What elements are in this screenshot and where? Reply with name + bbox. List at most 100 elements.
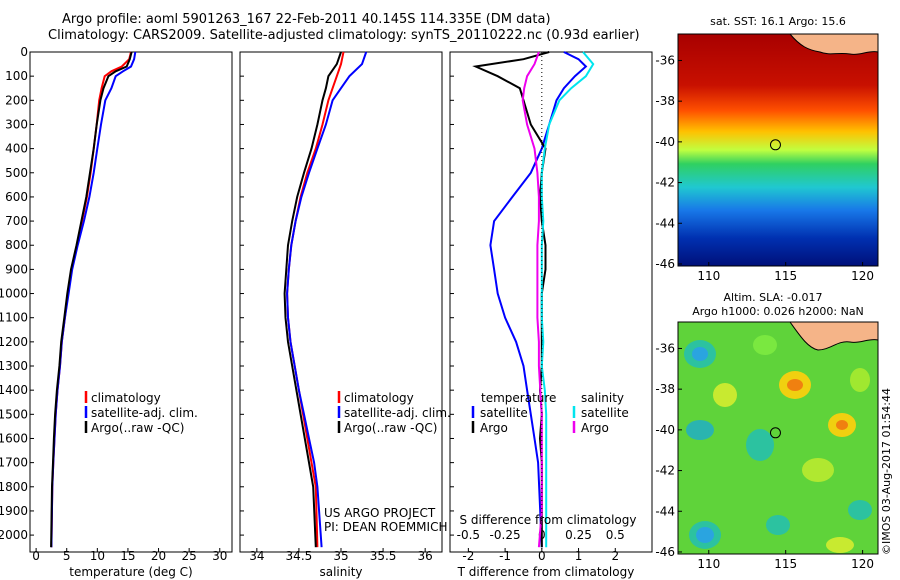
depth-tick-label: 1700	[0, 456, 28, 470]
depth-tick-label: 500	[5, 166, 28, 180]
map-y-tick-label: -36	[655, 53, 675, 67]
sla-patch	[826, 537, 854, 553]
pi-label: PI: DEAN ROEMMICH	[324, 520, 447, 534]
legend-climatology: climatology	[91, 391, 161, 405]
series-satellite-adj	[50, 51, 137, 548]
sst-map-title: sat. SST: 16.1 Argo: 15.6	[710, 15, 846, 28]
depth-tick-label: 1800	[0, 480, 28, 494]
figure-title: Argo profile: aoml 5901263_167 22-Feb-20…	[62, 12, 551, 27]
sla-patch	[692, 347, 708, 361]
project-label: US ARGO PROJECT	[324, 506, 436, 520]
temperature-profiles	[50, 51, 137, 548]
x-tick-label: 15	[120, 549, 135, 563]
sla-patch	[848, 500, 872, 520]
s-difference-tick-label: 0.25	[565, 528, 592, 542]
sla-map-axes: 110 115 120 -36 -38 -40 -42 -44 -46	[655, 341, 874, 571]
map-x-tick-label: 110	[697, 557, 720, 571]
s-difference-axis-label: S difference from climatology	[460, 513, 637, 527]
legend-s-satellite: satellite	[581, 406, 629, 420]
x-tick-label: 10	[90, 549, 105, 563]
series-argo	[50, 51, 133, 548]
sla-patch	[686, 420, 714, 440]
difference-panel	[449, 51, 653, 553]
depth-tick-label: 1100	[0, 311, 28, 325]
x-tick-label: 25	[182, 549, 197, 563]
x-tick-label: 0	[32, 549, 40, 563]
temperature-panel	[29, 51, 233, 553]
s-difference-tick-label: -0.5	[457, 528, 480, 542]
map-y-tick-label: -38	[655, 94, 675, 108]
salinity-legend: climatology satellite-adj. clim. Argo(..…	[324, 391, 451, 534]
series-climatology	[50, 51, 132, 548]
x-tick-label: 20	[151, 549, 166, 563]
temperature-legend: climatology satellite-adj. clim. Argo(..…	[84, 391, 198, 435]
legend-climatology: climatology	[344, 391, 414, 405]
x-tick-label: 34	[249, 549, 264, 563]
legend-salinity-heading: salinity	[581, 391, 624, 405]
depth-tick-label: 100	[5, 69, 28, 83]
sst-map: sat. SST: 16.1 Argo: 15.6 110 115 120 -36 -3…	[655, 15, 879, 283]
sla-patch	[850, 368, 870, 392]
salinity-axis-label: salinity	[319, 565, 362, 579]
depth-tick-label: 1400	[0, 383, 28, 397]
map-y-tick-label: -42	[655, 464, 675, 478]
temperature-x-axis: 0 5 10 15 20 25 30	[32, 548, 227, 563]
depth-tick-label: 800	[5, 238, 28, 252]
depth-tick-label: 1600	[0, 431, 28, 445]
legend-argo: Argo(..raw -QC)	[344, 421, 437, 435]
sst-map-frame	[677, 33, 879, 267]
t-difference-axis-label: T difference from climatology	[457, 565, 635, 579]
legend-s-argo: Argo	[581, 421, 609, 435]
x-tick-label: 35	[333, 549, 348, 563]
t-difference-x-axis: -2 -1 0 1 2	[462, 548, 619, 563]
argo-position-marker	[769, 427, 781, 439]
sla-patch	[766, 515, 790, 535]
depth-tick-label: 1500	[0, 407, 28, 421]
map-x-tick-label: 110	[697, 269, 720, 283]
copyright-credit: ©IMOS 03-Aug-2017 01:54:44	[880, 388, 893, 555]
depth-tick-label: 2000	[0, 528, 28, 542]
depth-tick-label: 1300	[0, 359, 28, 373]
sla-patch	[802, 458, 834, 482]
australia-coastline	[788, 33, 879, 55]
sst-field	[678, 34, 878, 266]
s-difference-tick-label: -0.25	[490, 528, 521, 542]
map-y-tick-label: -44	[655, 504, 675, 518]
depth-tick-label: 1000	[0, 287, 28, 301]
x-tick-label: 5	[63, 549, 71, 563]
x-tick-label: 30	[212, 549, 227, 563]
map-x-tick-label: 120	[851, 557, 874, 571]
x-tick-label: -1	[499, 549, 511, 563]
map-y-tick-label: -40	[655, 135, 675, 149]
x-tick-label: 2	[611, 549, 619, 563]
map-x-tick-label: 115	[774, 269, 797, 283]
depth-tick-label: 200	[5, 93, 28, 107]
legend-temperature-heading: temperature	[481, 391, 556, 405]
sla-anomaly-patches	[684, 335, 872, 553]
series-t-satellite	[489, 51, 588, 548]
map-y-tick-label: -38	[655, 382, 675, 396]
sla-map-frame	[677, 321, 879, 555]
series-argo	[283, 51, 342, 548]
salinity-x-axis: 34 34.5 35 35.5 36	[249, 548, 433, 563]
sla-map: Altim. SLA: -0.017 Argo h1000: 0.026 h20…	[655, 291, 879, 571]
map-y-tick-label: -42	[655, 176, 675, 190]
series-satellite-adj	[286, 51, 368, 548]
depth-tick-label: 300	[5, 117, 28, 131]
depth-tick-label: 700	[5, 214, 28, 228]
map-y-tick-label: -46	[655, 257, 675, 271]
sla-map-title-2: Argo h1000: 0.026 h2000: NaN	[692, 305, 864, 318]
x-tick-label: 0	[538, 549, 546, 563]
x-tick-label: 1	[575, 549, 583, 563]
map-x-tick-label: 120	[851, 269, 874, 283]
map-y-tick-label: -40	[655, 423, 675, 437]
sst-map-axes: 110 115 120 -36 -38 -40 -42 -44 -46	[655, 53, 874, 283]
map-x-tick-label: 115	[774, 557, 797, 571]
depth-tick-label: 600	[5, 190, 28, 204]
series-s-satellite	[540, 51, 595, 548]
series-s-argo	[521, 51, 543, 548]
legend-t-satellite: satellite	[480, 406, 528, 420]
sla-patch	[836, 420, 848, 430]
salinity-panel	[239, 51, 443, 553]
